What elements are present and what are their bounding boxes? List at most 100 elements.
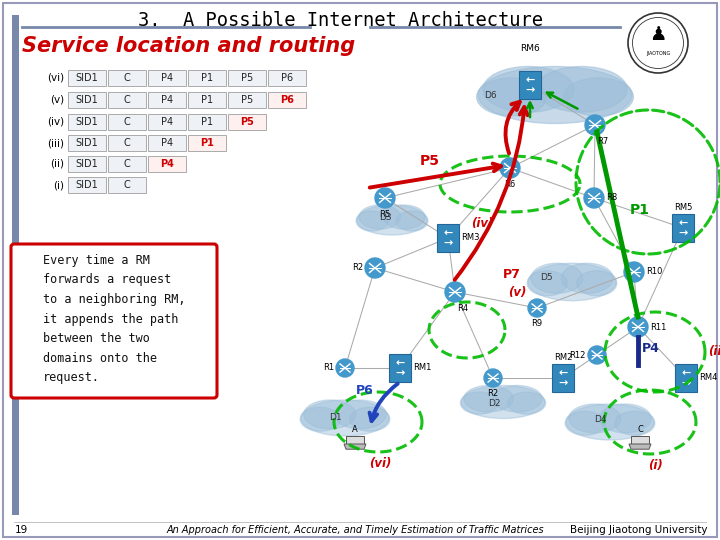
Text: C: C bbox=[637, 424, 643, 434]
Text: (vi): (vi) bbox=[47, 73, 64, 83]
Ellipse shape bbox=[359, 205, 400, 229]
Text: R7: R7 bbox=[597, 137, 608, 146]
Text: P6: P6 bbox=[280, 95, 294, 105]
Text: P1: P1 bbox=[201, 117, 213, 127]
Text: Every time a RM
forwards a request
to a neighboring RM,
it appends the path
betw: Every time a RM forwards a request to a … bbox=[42, 254, 185, 384]
Circle shape bbox=[628, 317, 648, 337]
Text: D5: D5 bbox=[540, 273, 552, 282]
FancyBboxPatch shape bbox=[108, 156, 146, 172]
FancyBboxPatch shape bbox=[148, 114, 186, 130]
Ellipse shape bbox=[357, 205, 427, 235]
Text: ←: ← bbox=[395, 358, 405, 368]
Text: P7: P7 bbox=[503, 268, 521, 281]
Text: P5: P5 bbox=[241, 73, 253, 83]
Text: D3: D3 bbox=[379, 213, 391, 222]
FancyBboxPatch shape bbox=[68, 156, 106, 172]
Ellipse shape bbox=[569, 404, 621, 433]
Text: ←: ← bbox=[678, 218, 688, 228]
Text: D1: D1 bbox=[329, 414, 341, 422]
Circle shape bbox=[588, 346, 606, 364]
Ellipse shape bbox=[300, 407, 341, 431]
FancyBboxPatch shape bbox=[108, 92, 146, 108]
Polygon shape bbox=[12, 15, 19, 515]
Text: R6: R6 bbox=[505, 180, 516, 189]
FancyBboxPatch shape bbox=[148, 156, 186, 172]
Text: RM6: RM6 bbox=[520, 44, 540, 53]
Text: (i): (i) bbox=[53, 180, 64, 190]
FancyBboxPatch shape bbox=[108, 70, 146, 86]
FancyBboxPatch shape bbox=[148, 70, 186, 86]
FancyBboxPatch shape bbox=[108, 135, 146, 151]
Text: SID1: SID1 bbox=[76, 73, 99, 83]
Text: RM3: RM3 bbox=[461, 233, 480, 242]
Text: C: C bbox=[124, 73, 130, 83]
Polygon shape bbox=[629, 444, 651, 449]
Text: P5: P5 bbox=[420, 154, 440, 168]
Text: D2: D2 bbox=[487, 399, 500, 408]
FancyBboxPatch shape bbox=[188, 70, 226, 86]
Text: →: → bbox=[526, 85, 535, 95]
Text: R1: R1 bbox=[323, 363, 334, 373]
FancyBboxPatch shape bbox=[268, 70, 306, 86]
Circle shape bbox=[365, 258, 385, 278]
Text: R12: R12 bbox=[570, 350, 586, 360]
FancyBboxPatch shape bbox=[108, 114, 146, 130]
Ellipse shape bbox=[334, 400, 386, 429]
Ellipse shape bbox=[615, 411, 654, 435]
Text: P4: P4 bbox=[161, 73, 173, 83]
Text: R9: R9 bbox=[531, 319, 543, 328]
FancyBboxPatch shape bbox=[675, 364, 697, 392]
FancyBboxPatch shape bbox=[68, 70, 106, 86]
Circle shape bbox=[628, 13, 688, 73]
Text: SID1: SID1 bbox=[76, 138, 99, 148]
Text: →: → bbox=[558, 378, 567, 388]
Circle shape bbox=[336, 359, 354, 377]
Text: R2: R2 bbox=[352, 264, 363, 273]
Text: R4: R4 bbox=[457, 304, 468, 313]
Text: (iii): (iii) bbox=[47, 138, 64, 148]
FancyBboxPatch shape bbox=[68, 114, 106, 130]
Text: 3.  A Possible Internet Architecture: 3. A Possible Internet Architecture bbox=[138, 10, 542, 30]
Ellipse shape bbox=[563, 78, 634, 116]
Text: P6: P6 bbox=[356, 383, 374, 396]
Text: ♟: ♟ bbox=[649, 25, 667, 44]
Text: (iv): (iv) bbox=[471, 217, 493, 230]
Circle shape bbox=[624, 262, 644, 282]
Ellipse shape bbox=[527, 271, 567, 296]
Text: (i): (i) bbox=[647, 459, 662, 472]
FancyBboxPatch shape bbox=[11, 244, 217, 398]
Text: P5: P5 bbox=[240, 117, 254, 127]
Ellipse shape bbox=[492, 386, 542, 412]
Circle shape bbox=[585, 115, 605, 135]
Text: (v): (v) bbox=[508, 286, 526, 299]
Text: (ii): (ii) bbox=[708, 346, 720, 359]
Text: C: C bbox=[124, 180, 130, 190]
Text: P1: P1 bbox=[201, 95, 213, 105]
Text: P1: P1 bbox=[630, 203, 650, 217]
Text: P6: P6 bbox=[281, 73, 293, 83]
Ellipse shape bbox=[536, 66, 627, 112]
Text: 19: 19 bbox=[15, 525, 28, 535]
FancyBboxPatch shape bbox=[346, 436, 364, 444]
Ellipse shape bbox=[461, 392, 498, 414]
Text: RM1: RM1 bbox=[413, 363, 431, 373]
Text: Beijing Jiaotong University: Beijing Jiaotong University bbox=[570, 525, 708, 535]
Text: R10: R10 bbox=[646, 267, 662, 276]
Text: ←: ← bbox=[444, 228, 453, 238]
FancyBboxPatch shape bbox=[68, 177, 106, 193]
Text: R2: R2 bbox=[487, 389, 498, 398]
Text: An Approach for Efficient, Accurate, and Timely Estimation of Traffic Matrices: An Approach for Efficient, Accurate, and… bbox=[166, 525, 544, 535]
Text: P5: P5 bbox=[241, 95, 253, 105]
Text: (vi): (vi) bbox=[369, 457, 391, 470]
Ellipse shape bbox=[566, 404, 654, 440]
Text: →: → bbox=[681, 378, 690, 388]
Text: P4: P4 bbox=[161, 138, 173, 148]
FancyBboxPatch shape bbox=[672, 214, 694, 242]
Ellipse shape bbox=[599, 404, 651, 433]
Ellipse shape bbox=[528, 263, 616, 301]
Text: D6: D6 bbox=[484, 91, 496, 99]
FancyBboxPatch shape bbox=[68, 92, 106, 108]
Ellipse shape bbox=[478, 66, 632, 124]
Text: SID1: SID1 bbox=[76, 117, 99, 127]
Text: P4: P4 bbox=[161, 117, 173, 127]
